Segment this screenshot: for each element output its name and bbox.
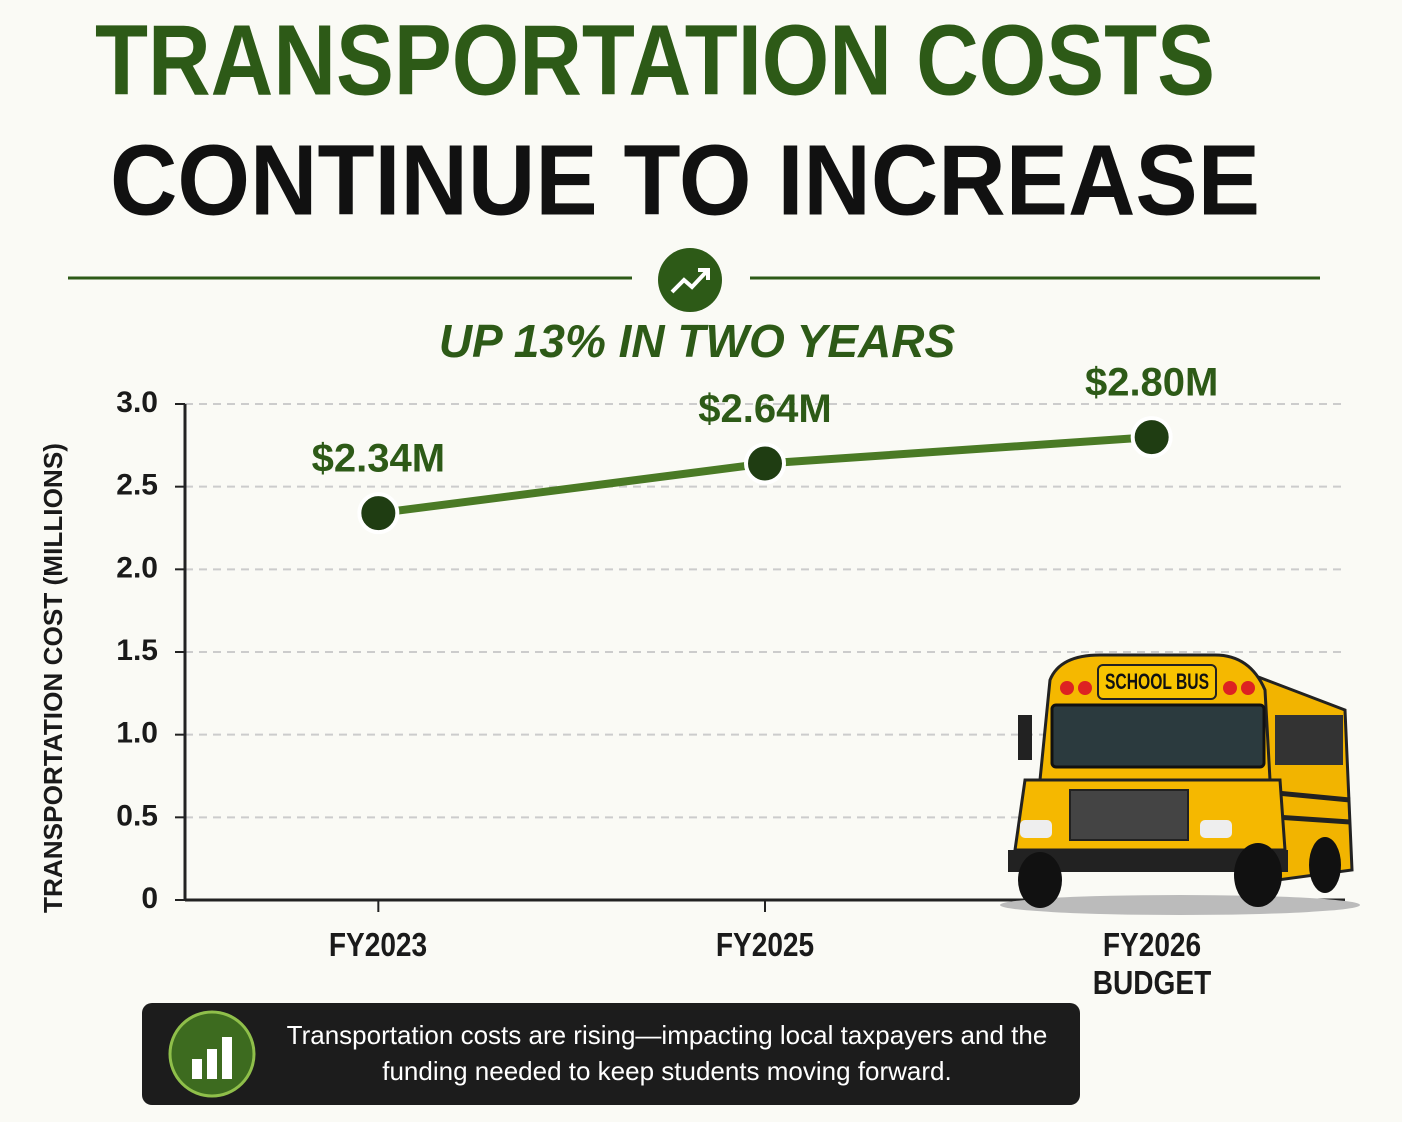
trend-icon bbox=[698, 268, 710, 280]
trend-icon bbox=[658, 248, 722, 312]
y-tick-label: 3.0 bbox=[116, 386, 158, 419]
value-label: $2.64M bbox=[698, 387, 831, 431]
bus-wheel bbox=[1234, 843, 1282, 907]
note-icon-bar bbox=[222, 1037, 232, 1079]
note-icon-bar bbox=[192, 1059, 202, 1079]
value-label: $2.34M bbox=[312, 437, 445, 481]
bus-light bbox=[1078, 681, 1092, 695]
marker bbox=[744, 442, 786, 485]
bus-headlight bbox=[1200, 820, 1232, 838]
chart-title: TRANSPORTATION COSTS bbox=[95, 4, 1215, 116]
chart-subtitle: UP 13% IN TWO YEARS bbox=[439, 315, 956, 367]
bus-wheel bbox=[1309, 837, 1341, 893]
note-icon-bar bbox=[207, 1049, 217, 1079]
bus-illustration: SCHOOL BUS bbox=[1000, 653, 1360, 915]
plot: $2.34M $2.64M $2.80M bbox=[312, 361, 1218, 535]
y-tick-label: 0.5 bbox=[116, 799, 158, 832]
bus-light bbox=[1060, 681, 1074, 695]
x-tick-label: FY2026 BUDGET bbox=[1092, 926, 1211, 1001]
bus-headlight bbox=[1020, 820, 1052, 838]
bus-windows bbox=[1275, 715, 1343, 765]
bus-grille bbox=[1069, 789, 1189, 841]
y-tick-label: 0 bbox=[141, 882, 158, 915]
y-tick-label: 1.0 bbox=[116, 717, 158, 750]
y-tick-label: 2.5 bbox=[116, 469, 158, 502]
y-tick-label: 1.5 bbox=[116, 634, 158, 667]
y-axis-label: TRANSPORTATION COST (MILLIONS) bbox=[38, 443, 68, 913]
note-box: Transportation costs are rising—impactin… bbox=[142, 1003, 1080, 1105]
value-label: $2.80M bbox=[1085, 361, 1218, 405]
marker bbox=[1130, 416, 1173, 459]
bus-windshield bbox=[1050, 703, 1266, 769]
x-tick-label: FY2023 bbox=[329, 926, 428, 963]
bus-bumper bbox=[1008, 850, 1288, 872]
trend-icon bbox=[670, 269, 709, 294]
bus-sign: SCHOOL BUS bbox=[1105, 669, 1209, 694]
note-icon bbox=[168, 1010, 256, 1098]
marker bbox=[357, 492, 400, 535]
note-text: Transportation costs are rising—impactin… bbox=[286, 1020, 1048, 1086]
bus-light bbox=[1223, 681, 1237, 695]
bus-mirror bbox=[1018, 715, 1032, 760]
x-tick-label: FY2025 bbox=[715, 926, 815, 963]
bus-light bbox=[1241, 681, 1255, 695]
bus-sign-plate bbox=[1097, 664, 1217, 700]
chart-title: CONTINUE TO INCREASE bbox=[110, 124, 1260, 236]
bus-wheel bbox=[1018, 852, 1062, 908]
y-tick-label: 2.0 bbox=[116, 551, 158, 584]
